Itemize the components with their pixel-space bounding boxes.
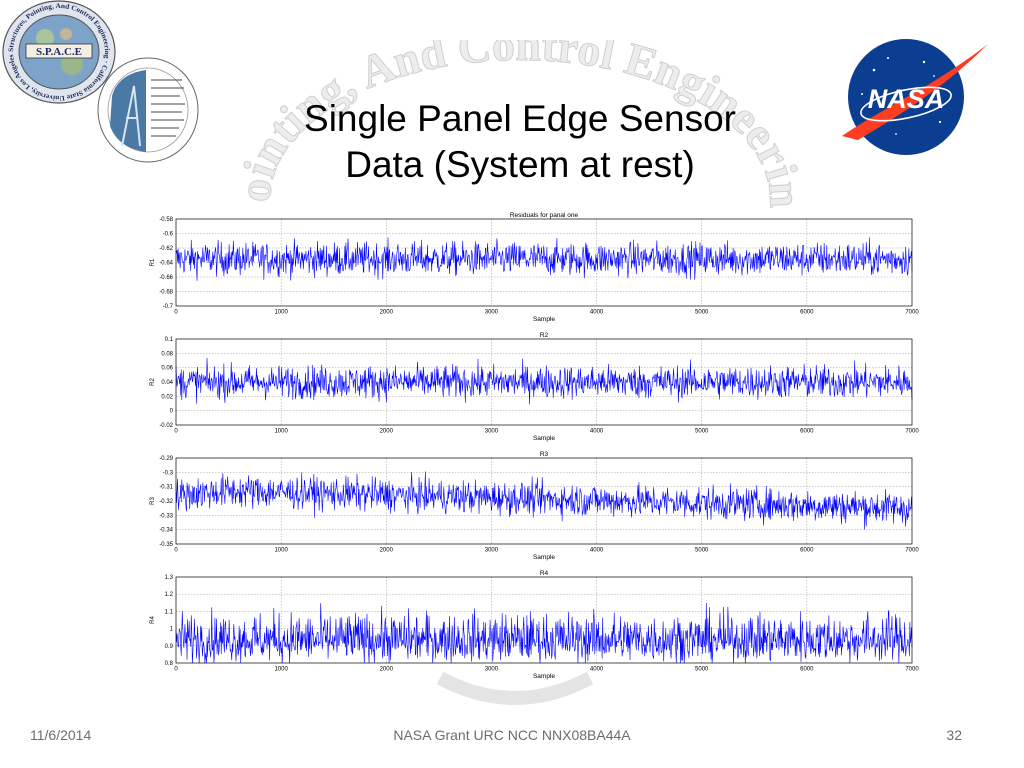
footer-grant: NASA Grant URC NCC NNX08BA44A	[393, 727, 631, 743]
page-number: 32	[946, 727, 962, 743]
x-tick-label: 7000	[905, 667, 919, 673]
series-line	[175, 237, 913, 281]
y-tick-label: 1	[170, 627, 174, 633]
x-tick-label: 0	[174, 548, 178, 554]
y-tick-label: -0.66	[159, 275, 173, 281]
x-tick-label: 5000	[695, 429, 709, 435]
x-axis-label: Sample	[533, 673, 555, 680]
nasa-logo: NASA	[842, 39, 988, 155]
subplot-title: R4	[540, 570, 549, 577]
y-tick-label: 1.2	[165, 592, 174, 598]
nasa-logo-text: NASA	[868, 84, 945, 114]
y-tick-label: -0.31	[159, 485, 173, 491]
y-tick-label: -0.33	[159, 513, 173, 519]
x-tick-label: 2000	[380, 548, 394, 554]
subplot-4: R4 0 1000 2000 3000 4000 5000 6000 7000 1.3 1.2 1.1…	[150, 570, 919, 680]
x-tick-label: 6000	[800, 548, 814, 554]
subplot-3: R3 0 1000 2000 3000 4000 5000 6000 7000 -0.29 -0.3…	[150, 451, 919, 561]
x-tick-label: 7000	[905, 548, 919, 554]
y-tick-label: 0.02	[161, 394, 173, 400]
x-tick-label: 3000	[485, 548, 499, 554]
y-tick-label: -0.68	[159, 290, 173, 296]
axes-frame	[175, 576, 913, 664]
y-tick-label: -0.64	[159, 261, 173, 267]
x-tick-label: 4000	[590, 548, 604, 554]
slide-title-line1: Single Panel Edge Sensor	[304, 98, 736, 139]
axes-frame	[175, 457, 913, 545]
x-tick-label: 1000	[274, 548, 288, 554]
x-axis-label: Sample	[533, 316, 555, 323]
space-logo-text: S.P.A.C.E	[36, 46, 82, 58]
x-tick-label: 4000	[590, 429, 604, 435]
x-tick-label: 2000	[380, 429, 394, 435]
equations-seal-logo	[97, 57, 199, 163]
y-axis-label: R2	[150, 378, 156, 386]
x-tick-label: 1000	[274, 429, 288, 435]
axes-frame	[175, 338, 913, 426]
x-tick-label: 5000	[695, 310, 709, 316]
x-tick-label: 6000	[800, 310, 814, 316]
axes-frame	[175, 218, 913, 307]
y-tick-label: 0.04	[161, 380, 173, 386]
y-tick-label: 0	[170, 409, 174, 415]
y-tick-label: 0.06	[161, 366, 173, 372]
space-logo: S.P.A.C.E Structures, Pointing, And Cont…	[2, 0, 116, 104]
x-tick-label: 3000	[485, 310, 499, 316]
y-tick-label: -0.58	[159, 217, 173, 223]
subplot-title: R3	[540, 451, 549, 458]
x-tick-label: 3000	[485, 667, 499, 673]
x-tick-label: 5000	[695, 548, 709, 554]
x-tick-label: 7000	[905, 310, 919, 316]
x-tick-label: 0	[174, 310, 178, 316]
x-tick-label: 6000	[800, 667, 814, 673]
y-tick-label: -0.6	[163, 232, 174, 238]
y-tick-label: 0.8	[165, 661, 174, 667]
y-axis-label: R1	[150, 258, 156, 266]
x-tick-label: 7000	[905, 429, 919, 435]
y-tick-label: -0.34	[159, 528, 173, 534]
y-tick-label: 1.1	[165, 609, 174, 615]
y-axis-label: R3	[150, 497, 156, 505]
x-tick-label: 2000	[380, 310, 394, 316]
subplot-1: Residuals for panal one 0 1000 2000 3000 4000…	[150, 212, 919, 323]
x-tick-label: 1000	[274, 310, 288, 316]
x-tick-label: 2000	[380, 667, 394, 673]
x-tick-label: 1000	[274, 667, 288, 673]
x-tick-label: 4000	[590, 310, 604, 316]
slide-title-line2: Data (System at rest)	[345, 144, 695, 185]
x-tick-label: 0	[174, 429, 178, 435]
series-line	[175, 602, 913, 664]
series-line	[175, 357, 913, 405]
y-tick-label: -0.35	[159, 542, 173, 548]
x-tick-label: 4000	[590, 667, 604, 673]
x-tick-label: 0	[174, 667, 178, 673]
y-tick-label: -0.3	[163, 470, 174, 476]
y-tick-label: 0.1	[165, 337, 174, 343]
subplot-title: R2	[540, 332, 549, 339]
subplot-title: Residuals for panal one	[510, 212, 579, 219]
x-axis-label: Sample	[533, 435, 555, 442]
y-tick-label: -0.62	[159, 246, 173, 252]
y-tick-label: -0.7	[163, 304, 174, 310]
slide-title: Single Panel Edge Sensor Data (System at…	[230, 96, 810, 188]
y-tick-label: -0.02	[159, 423, 173, 429]
footer-date: 11/6/2014	[30, 727, 92, 743]
series-line	[175, 471, 913, 530]
y-tick-label: 0.08	[161, 351, 173, 357]
y-tick-label: 0.9	[165, 644, 174, 650]
subplot-2: R2 0 1000 2000 3000 4000 5000 6000 7000 0.1 0.08 0.…	[150, 332, 919, 442]
x-tick-label: 6000	[800, 429, 814, 435]
y-tick-label: -0.32	[159, 499, 173, 505]
y-axis-label: R4	[150, 616, 156, 624]
y-tick-label: -0.29	[159, 456, 173, 462]
x-tick-label: 3000	[485, 429, 499, 435]
x-tick-label: 5000	[695, 667, 709, 673]
x-axis-label: Sample	[533, 554, 555, 561]
y-tick-label: 1.3	[165, 575, 174, 581]
